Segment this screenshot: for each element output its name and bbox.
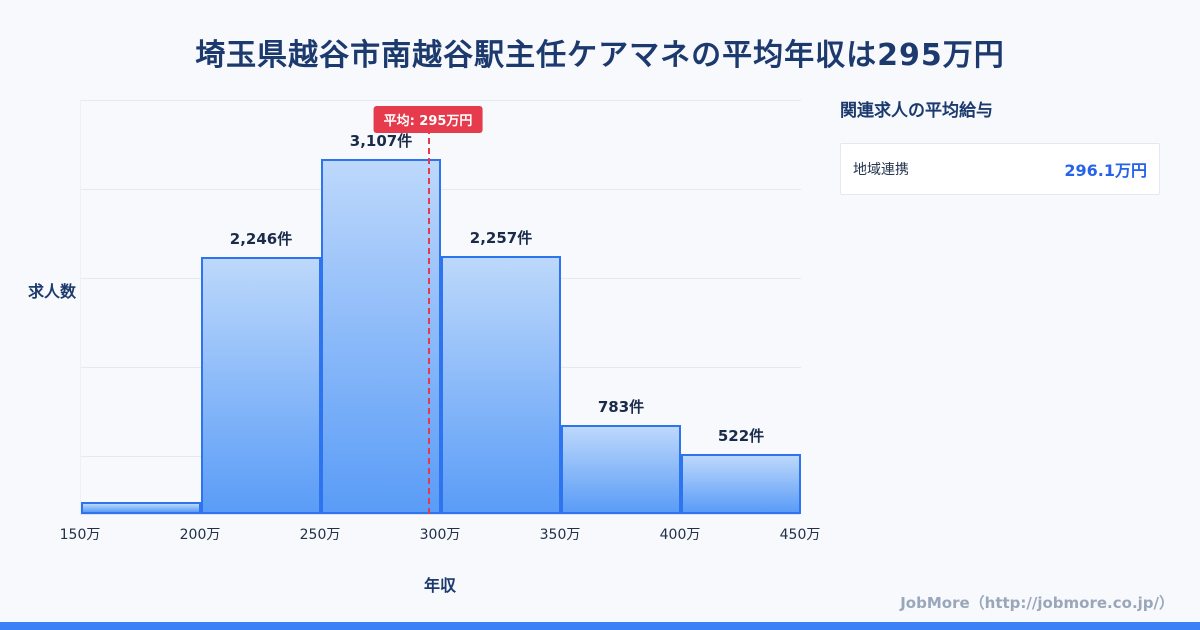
histogram-bar [321, 159, 441, 514]
histogram-bar [441, 256, 561, 514]
bar-value-label: 2,257件 [469, 229, 533, 247]
x-tick-label: 450万 [779, 527, 821, 543]
bottom-accent-strip [0, 622, 1200, 630]
x-tick-label: 200万 [179, 527, 221, 543]
histogram-bar [81, 502, 201, 514]
bar-value-label: 783件 [597, 398, 645, 416]
related-job-label: 地域連携 [853, 162, 909, 178]
plot-area: 2,246件 3,107件 2,257件 783件 522件 [80, 100, 801, 515]
bar-value-label: 3,107件 [349, 132, 413, 150]
bar-value-label: 2,246件 [229, 230, 293, 248]
y-axis-label: 求人数 [28, 282, 77, 301]
average-line [428, 128, 430, 514]
related-salary-title: 関連求人の平均給与 [840, 101, 993, 121]
page-title: 埼玉県越谷市南越谷駅主任ケアマネの平均年収は295万円 [195, 38, 1005, 73]
related-salary-row: 地域連携 296.1万円 [840, 143, 1160, 195]
average-badge: 平均: 295万円 [373, 106, 483, 133]
x-axis-label: 年収 [423, 576, 456, 595]
histogram-bar [201, 257, 321, 514]
x-ticks: 150万 200万 250万 300万 350万 400万 450万 [60, 524, 821, 544]
related-salary-panel: 関連求人の平均給与 地域連携 296.1万円 [840, 96, 1160, 195]
x-tick-label: 300万 [419, 527, 461, 543]
bar-value-label: 522件 [717, 427, 765, 445]
x-tick-label: 350万 [539, 527, 581, 543]
footer-credit: JobMore（http://jobmore.co.jp/） [900, 594, 1174, 612]
related-job-salary: 296.1万円 [1064, 161, 1147, 180]
histogram-bar [681, 454, 801, 514]
x-tick-label: 400万 [659, 527, 701, 543]
x-tick-label: 150万 [59, 527, 101, 543]
gridline [81, 189, 801, 190]
histogram-bar [561, 425, 681, 514]
gridline [81, 100, 801, 101]
x-tick-label: 250万 [299, 527, 341, 543]
